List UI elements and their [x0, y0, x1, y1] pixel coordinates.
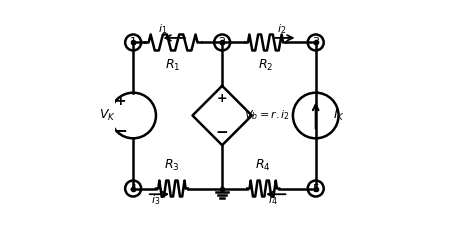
- Text: $R_{1}$: $R_{1}$: [165, 58, 181, 73]
- Text: $i_{4}$: $i_{4}$: [267, 193, 277, 207]
- Text: $V_b=r.i_2$: $V_b=r.i_2$: [244, 109, 290, 122]
- Text: $I_K$: $I_K$: [333, 108, 345, 123]
- Text: 3: 3: [312, 37, 319, 47]
- Text: $R_{2}$: $R_{2}$: [258, 58, 273, 73]
- Text: $i_{3}$: $i_{3}$: [151, 193, 161, 207]
- Text: 4: 4: [130, 184, 136, 194]
- Text: $R_{4}$: $R_{4}$: [256, 158, 271, 173]
- Text: +: +: [217, 92, 228, 105]
- Text: 2: 2: [218, 37, 226, 47]
- Text: $i_{1}$: $i_{1}$: [158, 22, 168, 36]
- Text: +: +: [115, 94, 126, 108]
- Text: 5: 5: [312, 184, 319, 194]
- Text: −: −: [114, 121, 127, 139]
- Text: 1: 1: [130, 37, 136, 47]
- Text: $i_{2}$: $i_{2}$: [277, 22, 286, 36]
- Text: $V_K$: $V_K$: [99, 108, 116, 123]
- Text: −: −: [216, 125, 229, 140]
- Text: $R_{3}$: $R_{3}$: [164, 158, 180, 173]
